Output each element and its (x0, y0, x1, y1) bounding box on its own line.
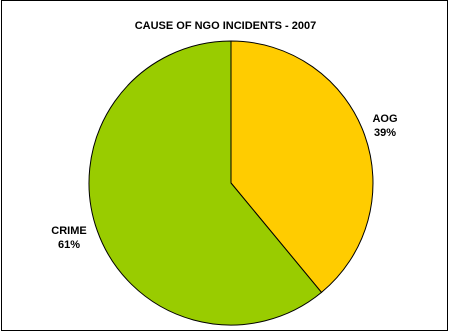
slice-label-aog: AOG (372, 113, 397, 125)
chart-title: CAUSE OF NGO INCIDENTS - 2007 (134, 20, 317, 32)
pie-slice-crime (88, 40, 323, 326)
labels-layer: AOG 39% CRIME 61% (51, 113, 397, 251)
pie-slice-aog (230, 40, 374, 294)
slices-layer (88, 40, 374, 326)
slice-label-crime: CRIME (51, 225, 86, 237)
slice-percent-aog: 39% (374, 127, 396, 139)
slice-percent-crime: 61% (58, 239, 80, 251)
